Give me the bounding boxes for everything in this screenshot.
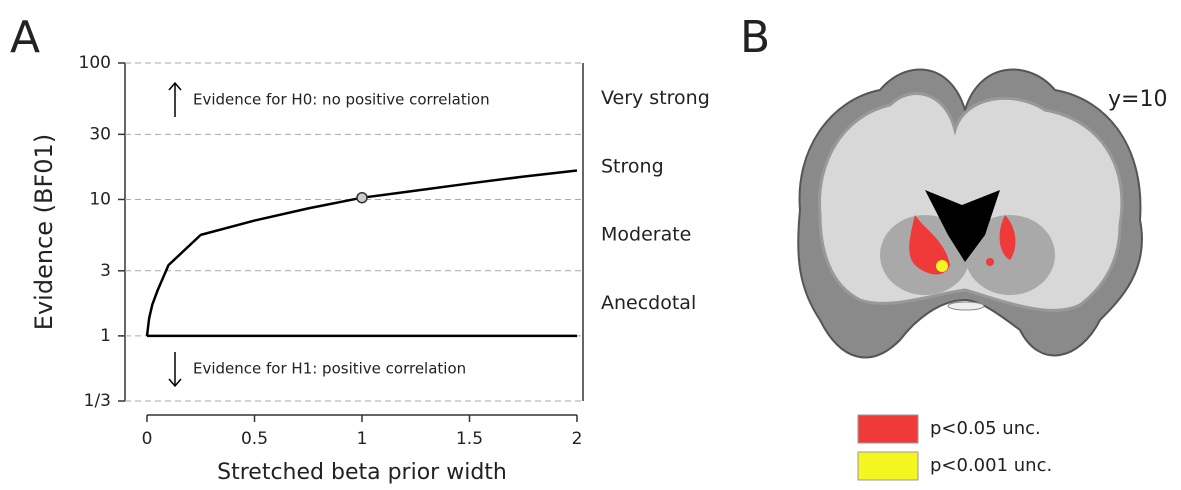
x-axis-label: Stretched beta prior width (217, 460, 507, 485)
y-tick-label: 100 (79, 53, 111, 73)
figure: A B y=10 1/3 1 3 10 30 100 0 0.5 1 1.5 2 Stretched … (0, 0, 1181, 490)
y-tick-label: 1/3 (84, 391, 111, 411)
evidence-band-label: Very strong (601, 87, 710, 109)
x-tick-label: 0.5 (241, 429, 268, 449)
panel-label: A (10, 12, 40, 63)
evidence-band-label: Strong (601, 155, 664, 177)
evidence-band-label: Moderate (601, 224, 691, 246)
evidence-band-label: Anecdotal (601, 292, 696, 314)
page: A B y=10 1/3 1 3 10 30 100 0 0.5 1 1.5 2 Stretched … (0, 0, 1181, 490)
annotation: Evidence for H0: no positive correlation (193, 91, 490, 109)
x-tick-label: 0 (142, 429, 153, 449)
x-tick-label: 1.5 (456, 429, 483, 449)
x-tick-label: 1 (357, 429, 368, 449)
y-tick-label: 1 (100, 326, 111, 346)
slice-label: y=10 (1108, 87, 1167, 112)
annotation: Evidence for H1: positive correlation (193, 360, 466, 378)
brain-slice (798, 70, 1142, 358)
y-tick-label: 30 (89, 124, 111, 144)
x-tick-label: 2 (572, 429, 583, 449)
y-tick-label: 3 (100, 261, 111, 281)
legend-swatch (858, 415, 918, 443)
highlight-point (357, 193, 367, 203)
y-axis-label: Evidence (BF01) (30, 134, 58, 330)
legend-label: p<0.001 unc. (930, 455, 1052, 476)
panel-label: B (740, 12, 770, 63)
legend-label: p<0.05 unc. (930, 418, 1041, 439)
legend-swatch (858, 452, 918, 480)
y-tick-label: 10 (89, 189, 111, 209)
